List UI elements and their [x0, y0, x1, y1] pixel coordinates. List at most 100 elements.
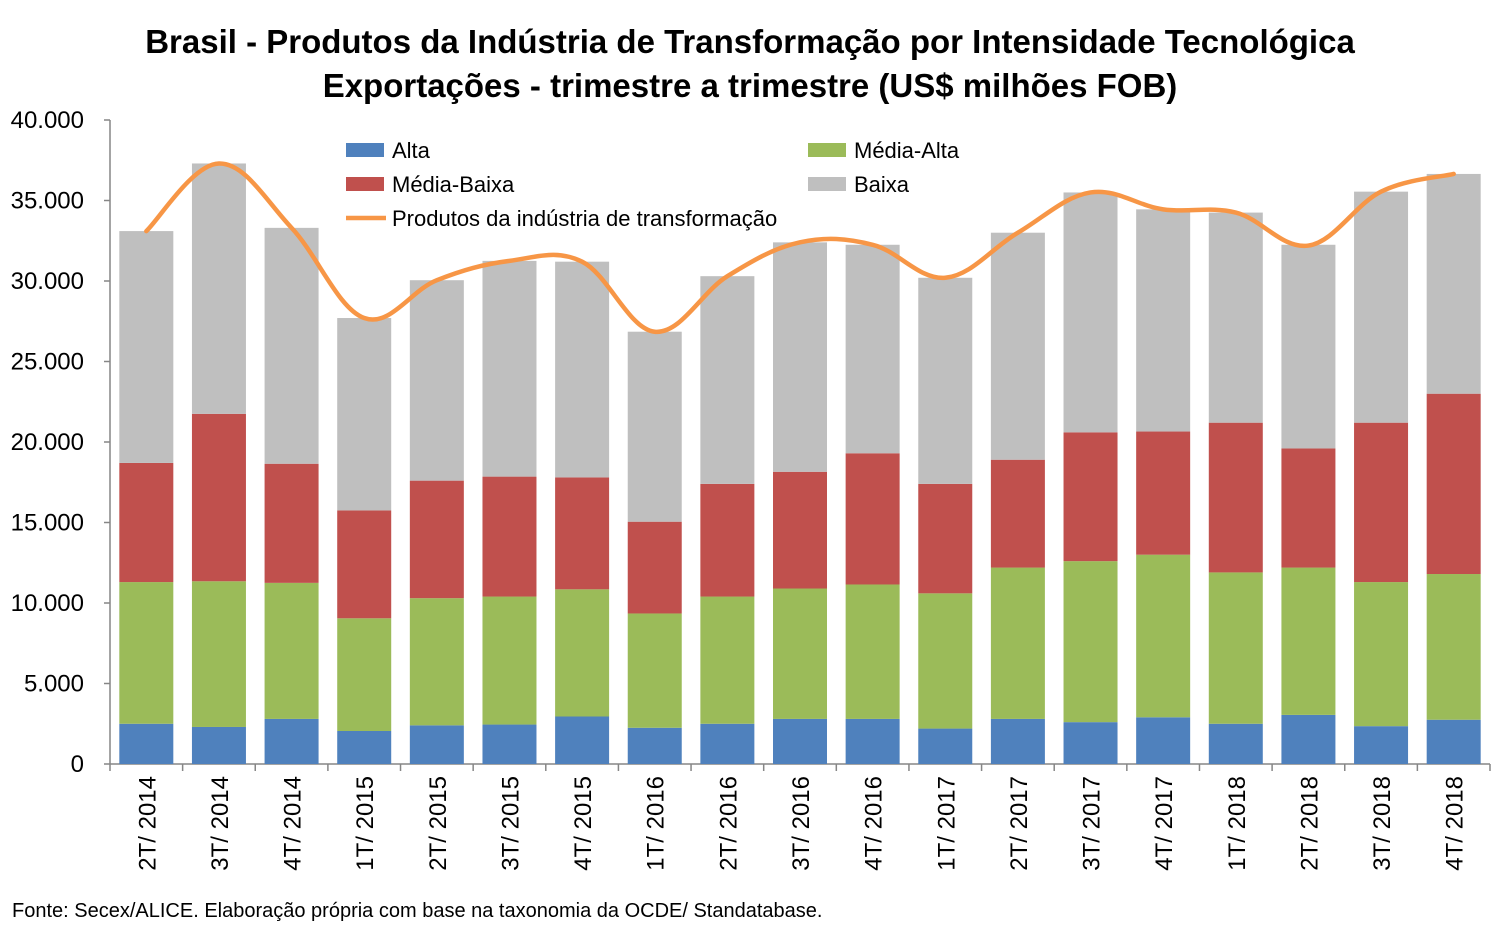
bar-segment: [1426, 393, 1481, 575]
y-tick-label: 35.000: [11, 188, 84, 215]
bar-segment: [1281, 244, 1336, 449]
y-tick-label: 10.000: [11, 590, 84, 617]
bar-segment: [1281, 448, 1336, 568]
legend-label: Média-Baixa: [392, 172, 515, 197]
x-tick-label: 3T/ 2017: [1079, 776, 1106, 871]
legend-label: Média-Alta: [854, 138, 960, 163]
source-note: Fonte: Secex/ALICE. Elaboração própria c…: [12, 900, 823, 922]
x-tick-label: 3T/ 2015: [497, 776, 524, 871]
bar-segment: [1354, 191, 1409, 423]
x-tick-label: 3T/ 2016: [788, 776, 815, 871]
bar-segment: [1354, 582, 1409, 727]
bar-segment: [1136, 431, 1191, 555]
bar-segment: [1136, 554, 1191, 718]
legend-item: Alta: [346, 138, 431, 163]
bar-segment: [1426, 173, 1481, 394]
x-tick-label: 1T/ 2017: [933, 776, 960, 871]
bars: [119, 163, 1481, 764]
bar-segment: [264, 227, 319, 464]
bar-segment: [845, 584, 900, 719]
bar-segment: [409, 725, 464, 764]
legend-swatch: [346, 143, 384, 157]
bar-segment: [918, 728, 973, 764]
y-tick-label: 0: [71, 751, 84, 778]
bar-segment: [990, 718, 1045, 764]
bar-segment: [337, 318, 392, 511]
y-tick-label: 30.000: [11, 268, 84, 295]
bar-segment: [1208, 212, 1263, 423]
bar-segment: [627, 331, 682, 522]
total-line: [144, 161, 1456, 334]
bar-segment: [555, 477, 610, 590]
bar-segment: [482, 260, 537, 477]
bar-segment: [337, 510, 392, 619]
bar-segment: [700, 723, 755, 764]
bar-segment: [555, 589, 610, 717]
axes: 0 5.000 10.000 15.000 20.000 25.000 30.000 35.0…: [11, 107, 1491, 871]
bar-segment: [264, 582, 319, 719]
bar-segment: [337, 618, 392, 731]
bar-segment: [1136, 209, 1191, 432]
x-tick-label: 2T/ 2016: [715, 776, 742, 871]
bar-segment: [409, 598, 464, 726]
x-tick-label: 2T/ 2017: [1006, 776, 1033, 871]
bar-segment: [409, 280, 464, 481]
x-tick-label: 4T/ 2018: [1442, 776, 1469, 871]
chart-subtitle: Exportações - trimestre a trimestre (US$…: [322, 67, 1178, 104]
bar-segment: [1208, 572, 1263, 724]
bar-segment: [1136, 717, 1191, 764]
legend-label: Baixa: [854, 172, 910, 197]
bar-segment: [119, 462, 174, 583]
bar-segment: [700, 596, 755, 724]
x-tick-label: 4T/ 2016: [861, 776, 888, 871]
legend: Alta Média-Alta Média-Baixa Baixa Produtos d…: [346, 138, 960, 231]
bar-segment: [845, 718, 900, 764]
bar-segment: [555, 716, 610, 764]
x-tick-label: 2T/ 2014: [134, 776, 161, 871]
x-tick-label: 3T/ 2018: [1369, 776, 1396, 871]
bar-segment: [1426, 719, 1481, 764]
legend-swatch: [346, 177, 384, 191]
bar-segment: [918, 277, 973, 484]
legend-label: Alta: [392, 138, 431, 163]
bar-segment: [555, 261, 610, 478]
legend-item: Média-Alta: [808, 138, 960, 163]
bar-segment: [1354, 422, 1409, 583]
bar-segment: [264, 718, 319, 764]
legend-swatch: [808, 143, 846, 157]
bar-segment: [918, 483, 973, 594]
bar-segment: [773, 588, 827, 719]
legend-item: Média-Baixa: [346, 172, 515, 197]
bar-segment: [773, 471, 827, 589]
bar-segment: [1208, 422, 1263, 573]
legend-swatch: [808, 177, 846, 191]
y-tick-label: 15.000: [11, 510, 84, 537]
legend-item: Baixa: [808, 172, 910, 197]
x-tick-label: 4T/ 2015: [570, 776, 597, 871]
bar-segment: [845, 244, 900, 454]
chart-title: Brasil - Produtos da Indústria de Transf…: [145, 23, 1355, 60]
bar-segment: [482, 476, 537, 597]
bar-segment: [1426, 574, 1481, 720]
y-tick-label: 5.000: [24, 671, 84, 698]
bar-segment: [627, 727, 682, 764]
bar-segment: [191, 163, 246, 414]
x-tick-label: 2T/ 2015: [425, 776, 452, 871]
bar-segment: [1063, 561, 1118, 723]
x-tick-label: 1T/ 2016: [643, 776, 670, 871]
bar-segment: [191, 581, 246, 727]
bar-segment: [191, 726, 246, 764]
bar-segment: [1063, 432, 1118, 562]
legend-label: Produtos da indústria de transformação: [392, 206, 777, 231]
y-tick-label: 20.000: [11, 429, 84, 456]
bar-segment: [918, 593, 973, 729]
bar-segment: [700, 483, 755, 597]
y-tick-label: 25.000: [11, 349, 84, 376]
bar-segment: [1063, 192, 1118, 433]
bar-segment: [482, 724, 537, 764]
bar-segment: [119, 231, 174, 463]
bar-segment: [482, 596, 537, 725]
x-tick-label: 3T/ 2014: [207, 776, 234, 871]
bar-segment: [1208, 723, 1263, 764]
